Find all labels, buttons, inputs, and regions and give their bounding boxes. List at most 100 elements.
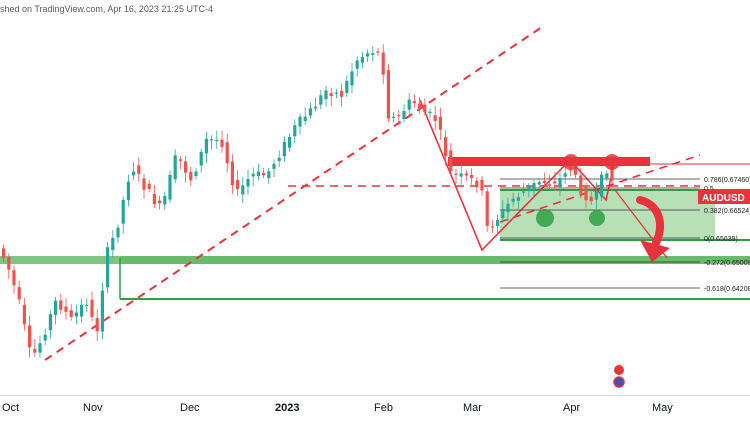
event-icons[interactable] xyxy=(613,365,625,388)
candle-body xyxy=(553,181,557,184)
candle-body xyxy=(579,175,583,194)
candle-body xyxy=(319,95,323,105)
candle-body xyxy=(189,171,193,181)
fib-level-label: 0.382(0.66524) xyxy=(704,208,750,215)
candle-body xyxy=(470,174,474,178)
candle-body xyxy=(111,237,115,251)
candle-body xyxy=(277,157,281,161)
candle-body xyxy=(600,174,604,197)
candle-body xyxy=(298,116,302,127)
candle-body xyxy=(433,115,437,121)
candle-body xyxy=(490,226,494,228)
candle-body xyxy=(116,227,120,238)
candle-body xyxy=(506,203,510,213)
candle-body xyxy=(314,106,318,109)
candle-body xyxy=(48,314,52,331)
candle-body xyxy=(464,173,468,176)
candle-body xyxy=(215,139,219,142)
candle-body xyxy=(121,199,125,224)
candle-body xyxy=(516,197,520,201)
candle-body xyxy=(126,181,130,201)
candle-body xyxy=(132,171,136,176)
candle-body xyxy=(371,53,375,55)
left-support-zone-band xyxy=(0,256,120,264)
time-axis-label: Feb xyxy=(374,402,393,414)
candle-body xyxy=(178,159,182,161)
fib-level-label: -0.618(0.64208) xyxy=(704,286,750,293)
candle-body xyxy=(22,304,26,325)
candle-body xyxy=(95,317,99,332)
support-bottom-marker-1 xyxy=(536,209,554,227)
candle-body xyxy=(137,165,141,174)
candle-body xyxy=(381,52,385,75)
candle-body xyxy=(392,116,396,118)
candle-body xyxy=(511,198,515,202)
fib-level-label: 0(0.65639) xyxy=(704,236,738,243)
candle-body xyxy=(360,57,364,63)
time-axis-label: Mar xyxy=(463,402,482,414)
candle-body xyxy=(397,115,401,117)
candle-body xyxy=(501,208,505,219)
event-icon-1 xyxy=(614,365,624,375)
candle-body xyxy=(163,196,167,205)
fib-level-label: 0.5 xyxy=(704,186,714,193)
candle-body xyxy=(288,137,292,148)
candle-body xyxy=(38,343,42,353)
candle-body xyxy=(574,168,578,175)
candle-body xyxy=(241,185,245,195)
candle-body xyxy=(407,99,411,110)
candle-body xyxy=(329,93,333,97)
candle-body xyxy=(423,104,427,113)
symbol-label: AUDUSD xyxy=(702,193,745,204)
candle-body xyxy=(537,181,541,185)
candle-body xyxy=(43,334,47,341)
candle-body xyxy=(293,125,297,137)
candle-body xyxy=(7,256,11,270)
candle-body xyxy=(459,173,463,177)
candle-body xyxy=(230,161,234,186)
candle-body xyxy=(527,186,531,192)
candle-body xyxy=(449,150,453,171)
candle-body xyxy=(106,247,110,288)
candle-body xyxy=(158,200,162,204)
candle-body xyxy=(485,191,489,226)
candle-body xyxy=(589,196,593,202)
candle-body xyxy=(28,325,32,348)
candle-body xyxy=(438,116,442,130)
candle-body xyxy=(428,111,432,114)
candle-body xyxy=(355,60,359,69)
candle-body xyxy=(147,183,151,190)
candle-body xyxy=(605,173,609,179)
candle-body xyxy=(69,310,73,317)
candle-body xyxy=(262,172,266,176)
fib-level-label: -0.272(0.65009) xyxy=(704,260,750,267)
candle-body xyxy=(480,179,484,191)
candle-body xyxy=(199,151,203,166)
candle-body xyxy=(168,174,172,200)
candle-body xyxy=(272,163,276,169)
event-icon-2 xyxy=(613,376,625,388)
candle-body xyxy=(74,312,78,317)
candle-body xyxy=(402,111,406,120)
candle-body xyxy=(376,51,380,53)
candle-body xyxy=(59,300,63,310)
consolidation-zone xyxy=(500,190,715,240)
candle-body xyxy=(548,184,552,186)
candle-body xyxy=(142,178,146,190)
candle-body xyxy=(246,178,250,187)
candle-body xyxy=(204,138,208,154)
candle-body xyxy=(2,248,6,258)
candle-body xyxy=(282,141,286,156)
candle-body xyxy=(194,171,198,177)
candle-body xyxy=(33,349,37,353)
candle-body xyxy=(563,173,567,177)
candle-body xyxy=(308,108,312,116)
candle-body xyxy=(532,183,536,190)
candle-body xyxy=(366,53,370,57)
pattern-markers xyxy=(536,154,620,227)
support-bottom-marker-2 xyxy=(589,210,605,226)
candle-body xyxy=(184,161,188,173)
fib-level-label: 0.786(0.67460) xyxy=(704,177,750,184)
candle-body xyxy=(610,166,614,181)
price-chart[interactable]: 0.786(0.67460) 0.5 0.382(0.66524) 0(0.65639… xyxy=(0,0,750,395)
